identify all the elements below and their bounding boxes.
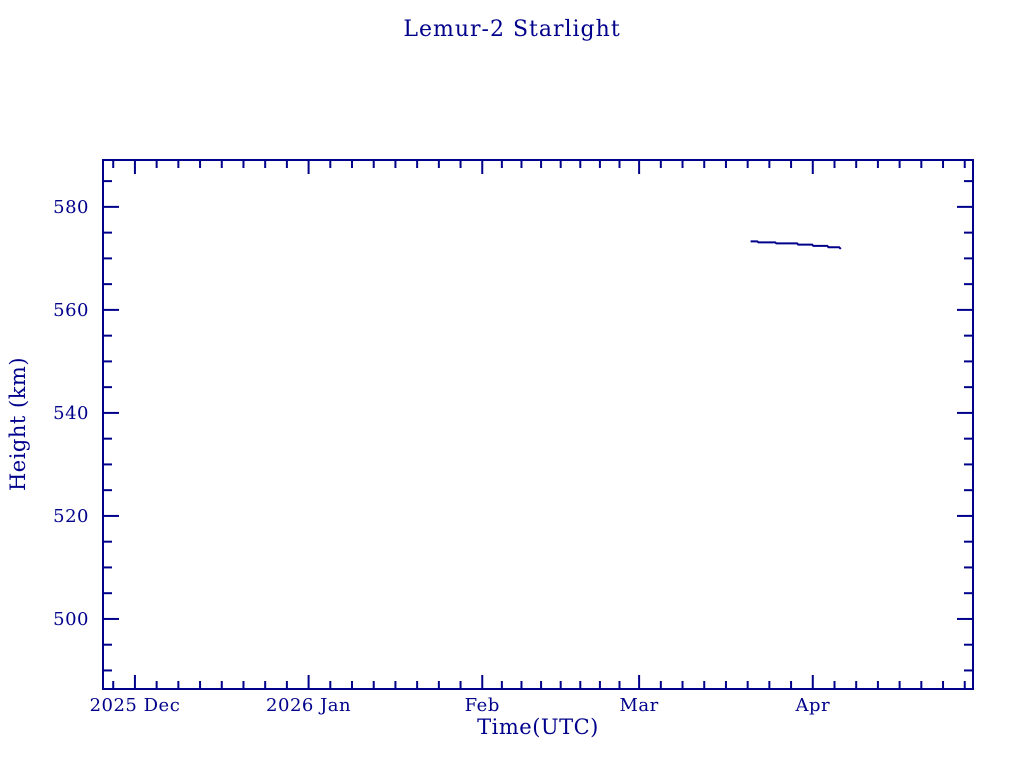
x-tick-labels: 2025 Dec 2026 Jan Feb Mar Apr bbox=[90, 695, 830, 716]
y-tick-label: 520 bbox=[53, 506, 89, 527]
x-tick-label: 2026 Jan bbox=[266, 695, 351, 716]
y-tick-label: 560 bbox=[53, 300, 89, 321]
y-tick-labels: 500 520 540 560 580 bbox=[53, 197, 89, 630]
y-axis-ticks bbox=[104, 180, 972, 672]
plot-border bbox=[102, 159, 974, 690]
height-data-line bbox=[750, 240, 842, 250]
y-tick-label: 580 bbox=[53, 197, 89, 218]
x-tick-label: 2025 Dec bbox=[90, 695, 181, 716]
x-axis-ticks bbox=[112, 161, 966, 688]
x-tick-label: Apr bbox=[794, 695, 830, 716]
x-tick-label: Feb bbox=[465, 695, 500, 716]
x-tick-label: Mar bbox=[619, 695, 658, 716]
y-tick-label: 500 bbox=[53, 609, 89, 630]
y-tick-label: 540 bbox=[53, 403, 89, 424]
chart-title: Lemur-2 Starlight bbox=[403, 17, 621, 42]
x-axis-label: Time(UTC) bbox=[477, 715, 599, 739]
